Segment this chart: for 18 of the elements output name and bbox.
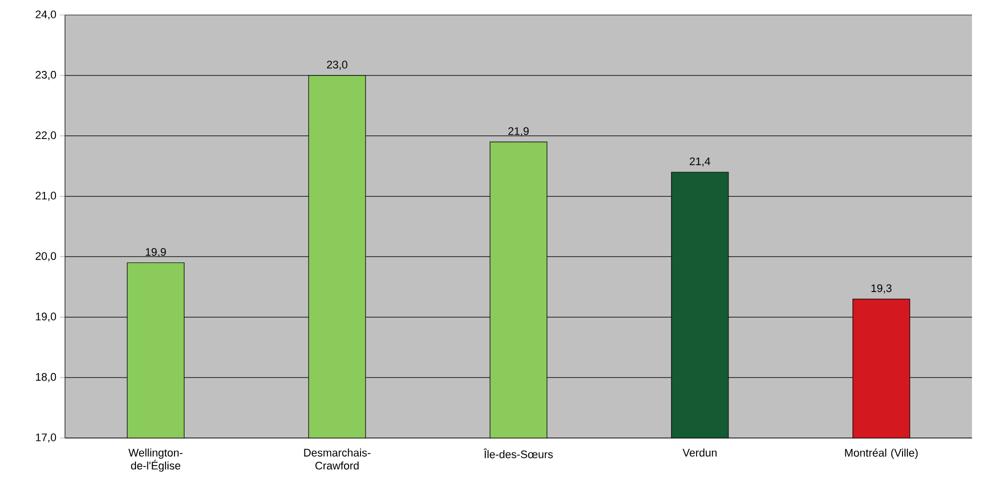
x-tick-label: Montréal (Ville) xyxy=(845,448,918,459)
y-tick-label: 24,0 xyxy=(36,10,56,20)
y-tick-label: 22,0 xyxy=(36,131,56,140)
y-tick-label: 19,0 xyxy=(36,312,56,322)
data-label: 21,4 xyxy=(690,157,710,166)
x-tick-label: Île-des-Sœurs xyxy=(484,448,553,458)
y-tick-label: 18,0 xyxy=(36,373,56,382)
y-tick-label: 17,0 xyxy=(36,433,56,443)
x-tick-label: Verdun xyxy=(682,448,717,457)
data-label: 19,3 xyxy=(871,284,892,294)
data-label: 23,0 xyxy=(326,60,348,70)
y-tick-label: 21,0 xyxy=(36,192,56,201)
data-label: 21,9 xyxy=(508,127,529,136)
data-label: 19,9 xyxy=(146,248,166,258)
x-tick-label: Desmarchais-Crawford xyxy=(304,448,370,470)
y-tick-label: 23,0 xyxy=(36,70,56,80)
y-tick-label: 20,0 xyxy=(36,252,56,262)
x-tick-label: Wellington-de-l'Église xyxy=(128,448,183,472)
